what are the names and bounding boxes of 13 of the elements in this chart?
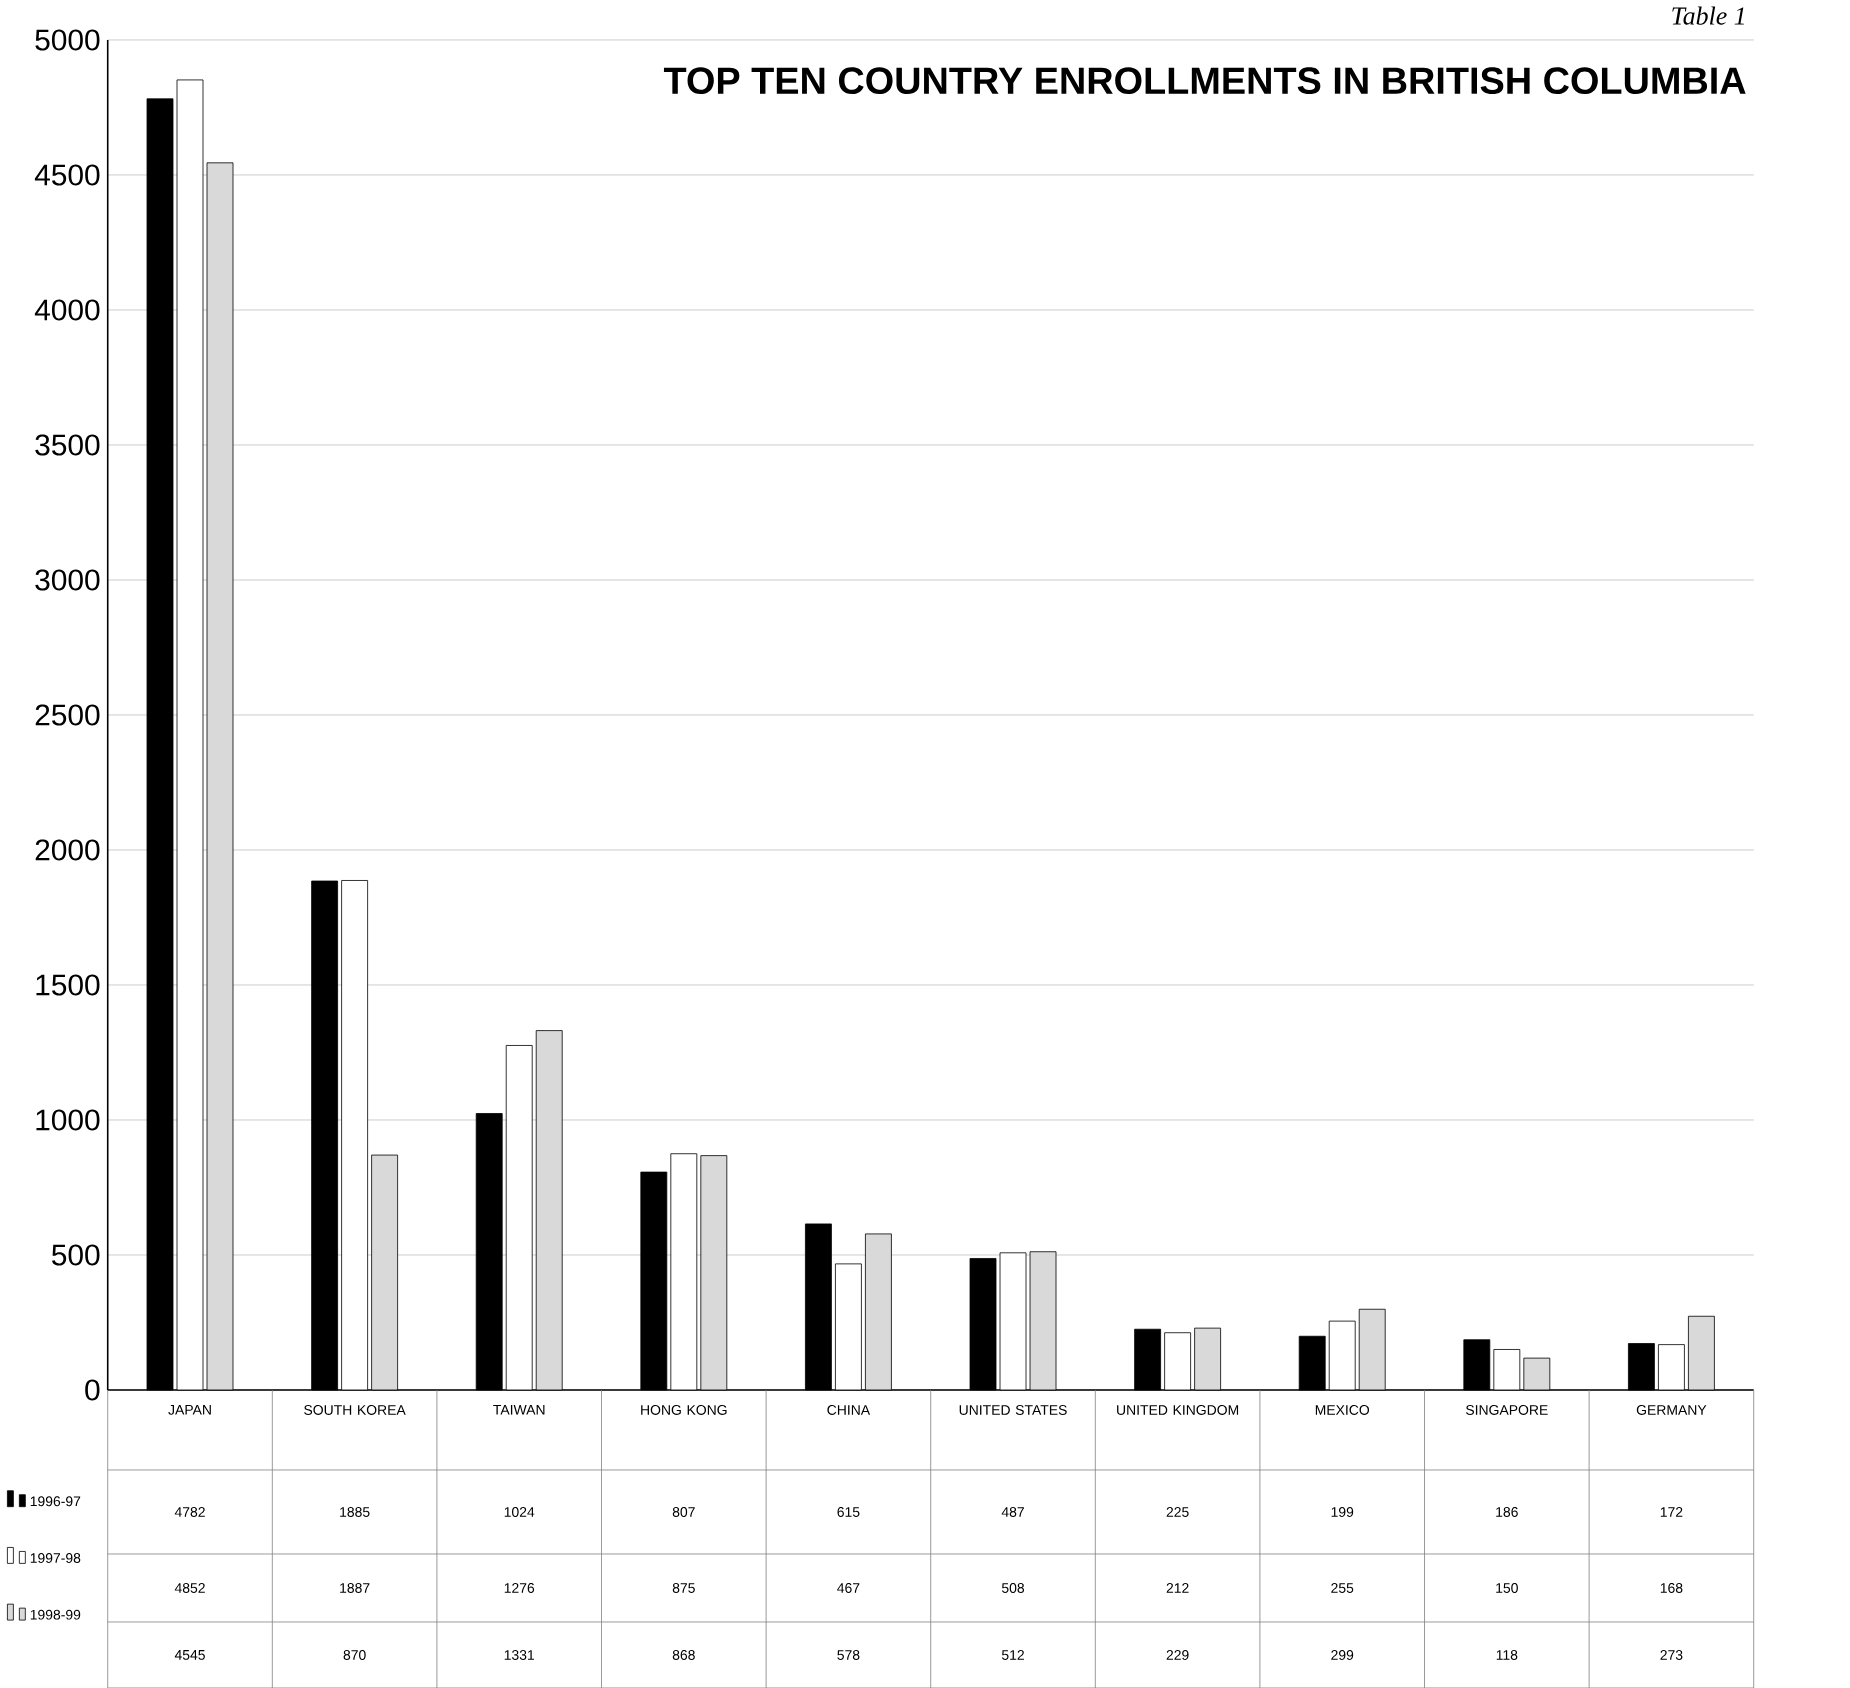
caption: Table 1 bbox=[1672, 6, 1744, 25]
y-tick-label: 4000 bbox=[34, 299, 100, 321]
y-tick-label: 3000 bbox=[35, 569, 100, 591]
y-tick-label: 500 bbox=[52, 1244, 100, 1266]
y-tick-label: 1000 bbox=[36, 1109, 100, 1131]
y-tick-label: 1500 bbox=[36, 974, 100, 996]
y-tick-label: 2000 bbox=[35, 839, 100, 861]
y-tick-label: 5000 bbox=[35, 29, 100, 51]
y-tick-label: 2500 bbox=[35, 704, 100, 726]
y-tick-label: 0 bbox=[85, 1379, 100, 1401]
y-tick-label: 4500 bbox=[34, 164, 100, 186]
text: TOP TEN COUNTRY ENROLLMENTS IN BRITISH COLUMBIA bbox=[663, 67, 1746, 95]
y-tick-label: 3500 bbox=[35, 434, 100, 456]
